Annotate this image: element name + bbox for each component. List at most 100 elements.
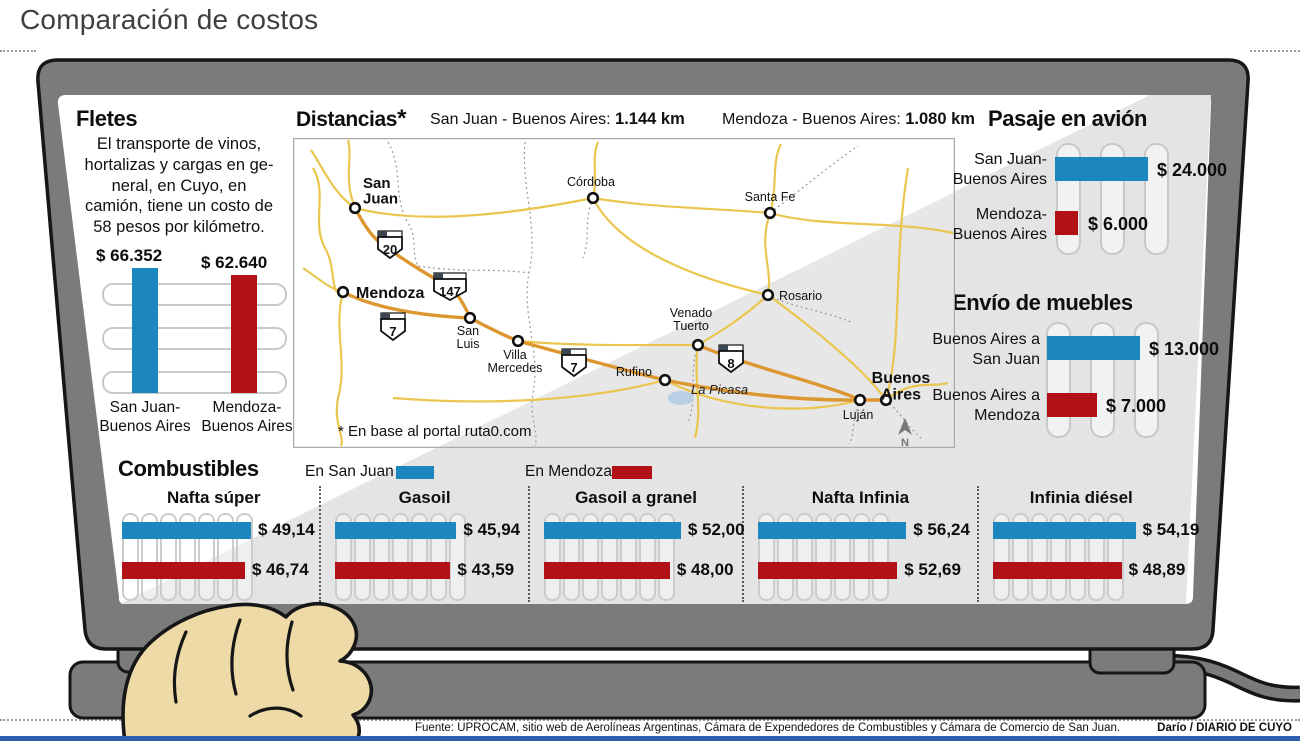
city-dot (658, 373, 672, 387)
fletes-gridline (102, 327, 287, 350)
fuel-bar-row: $ 43,59 (335, 560, 514, 580)
map-city: Rufino (616, 365, 672, 387)
route-shield: 147 (433, 272, 467, 302)
muebles-title: Envío de muebles (952, 290, 1133, 315)
footer-credit: Darío / DIARIO DE CUYO (1157, 722, 1292, 734)
route-shield: 7 (380, 312, 406, 342)
muebles-value-sanjuan: $ 13.000 (1149, 339, 1220, 359)
fuel-bar-row: $ 45,94 (335, 520, 520, 540)
fuel-category-label: Infinia diésel (1029, 488, 1133, 507)
map-city: Santa Fe (745, 190, 796, 220)
map-footnote: * En base al portal ruta0.com (338, 423, 532, 440)
pasaje-label-sanjuan: San Juan- Buenos Aires (952, 151, 1047, 188)
fletes-value-sanjuan: $ 66.352 (96, 246, 163, 265)
secondary-roads (302, 139, 954, 447)
fuel-bar-mendoza (758, 561, 898, 579)
footer-rule (0, 736, 1300, 741)
distance-value: 1.080 km (905, 110, 975, 128)
map-city: Villa Mercedes (488, 334, 542, 375)
fuel-bar-mendoza (122, 561, 245, 579)
city-dot (586, 191, 600, 205)
fuel-bar-row: $ 48,00 (543, 560, 734, 580)
page-title: Comparación de costos (20, 4, 319, 35)
route-number: 8 (727, 356, 734, 371)
fuel-value: $ 49,14 (258, 520, 315, 539)
fuel-chart: $ 52,00 $ 48,00 (543, 513, 745, 601)
fletes-gridline (102, 371, 287, 394)
fuel-value: $ 48,89 (1128, 560, 1186, 579)
fuel-value: $ 45,94 (463, 520, 521, 539)
lake-label: La Picasa (691, 382, 748, 397)
fuel-chart: $ 56,24 $ 52,69 (758, 513, 976, 601)
pasaje-value-sanjuan: $ 24.000 (1157, 160, 1228, 180)
combustibles-title: Combustibles (118, 456, 259, 481)
map-city: Mendoza (336, 285, 425, 302)
legend-mendoza-label: En Mendoza (525, 463, 613, 480)
city-label: Venado Tuerto (670, 306, 712, 333)
fuel-bar-row: $ 54,19 (992, 520, 1199, 540)
fletes-gridline (102, 283, 287, 306)
fuel-value: $ 46,74 (252, 560, 309, 579)
dotted-mark-top-right (1250, 50, 1300, 52)
distancias-title: Distancias* (296, 105, 406, 133)
fuel-category-label: Gasoil (398, 488, 451, 507)
map-city: Buenos Aires (872, 370, 930, 407)
fuel-value: $ 52,00 (687, 520, 745, 539)
fuel-bar-row: $ 48,89 (992, 560, 1186, 580)
legend-sanjuan-label: En San Juan (305, 463, 394, 480)
map-city: San Juan (348, 175, 398, 215)
distancias-title-text: Distancias (296, 108, 398, 131)
distance-label: Mendoza - Buenos Aires: (722, 111, 901, 128)
map-city: Luján (843, 393, 873, 422)
map-city: Venado Tuerto (670, 306, 712, 352)
fuel-column: Gasoil a granel $ 52,00 $ 48,00 (530, 486, 745, 602)
city-dot (853, 393, 867, 407)
fletes-cat-mendoza: Mendoza- Buenos Aires (201, 399, 293, 435)
fuel-chart: $ 45,94 $ 43,59 (335, 513, 527, 601)
distancias-asterisk: * (397, 105, 407, 132)
city-dot (463, 311, 477, 325)
footer-source: Fuente: UPROCAM, sitio web de Aerolíneas… (415, 722, 1121, 734)
city-label: Córdoba (567, 175, 615, 189)
map-shade (436, 192, 955, 448)
fuel-chart: $ 49,14 $ 46,74 (122, 513, 319, 601)
city-label: Mendoza (356, 285, 425, 302)
fuel-column: Infinia diésel $ 54,19 $ 48,89 (979, 486, 1199, 602)
fuel-bar-row: $ 49,14 (122, 520, 315, 540)
pasaje-bar-sanjuan (1055, 157, 1148, 181)
fuel-category-label: Nafta súper (166, 488, 261, 507)
fuel-value: $ 52,69 (904, 560, 961, 579)
fletes-description: El transporte de vinos, hortalizas y car… (84, 135, 274, 237)
fletes-cat-sanjuan: San Juan- Buenos Aires (99, 399, 191, 435)
city-dot (336, 285, 350, 299)
distance-value: 1.144 km (615, 110, 685, 128)
legend-sanjuan-swatch (396, 466, 434, 479)
distance-mendoza-ba: Mendoza - Buenos Aires: 1.080 km (722, 110, 975, 129)
city-dot (348, 201, 362, 215)
pasaje-gridline (1144, 143, 1169, 255)
fuel-category-label: Gasoil a granel (575, 488, 697, 507)
fuel-bar-row: $ 46,74 (122, 560, 309, 580)
city-label: Santa Fe (745, 190, 796, 204)
route-shield: 20 (377, 230, 403, 260)
city-label: Rosario (779, 289, 822, 303)
distance-label: San Juan - Buenos Aires: (430, 111, 611, 128)
route-number: 147 (439, 284, 461, 299)
muebles-bar-sanjuan (1047, 336, 1140, 360)
fuel-bar-mendoza (992, 561, 1122, 579)
pasaje-bar-mendoza (1055, 211, 1078, 235)
fuel-chart: $ 54,19 $ 48,89 (992, 513, 1199, 601)
fletes-value-mendoza: $ 62.640 (201, 253, 268, 272)
city-dot (879, 393, 893, 407)
fuel-bar-mendoza (335, 561, 451, 579)
fuel-value: $ 43,59 (457, 560, 515, 579)
fuel-bar-row: $ 52,69 (758, 560, 961, 580)
map-city: Rosario (761, 288, 822, 303)
fletes-title: Fletes (76, 106, 138, 131)
muebles-label-mendoza: Buenos Aires a Mendoza (932, 387, 1040, 424)
city-label: San Juan (363, 175, 398, 207)
fuel-value: $ 48,00 (676, 560, 734, 579)
route-shield: 7 (561, 348, 587, 378)
fuel-bar-sanjuan (543, 521, 681, 539)
